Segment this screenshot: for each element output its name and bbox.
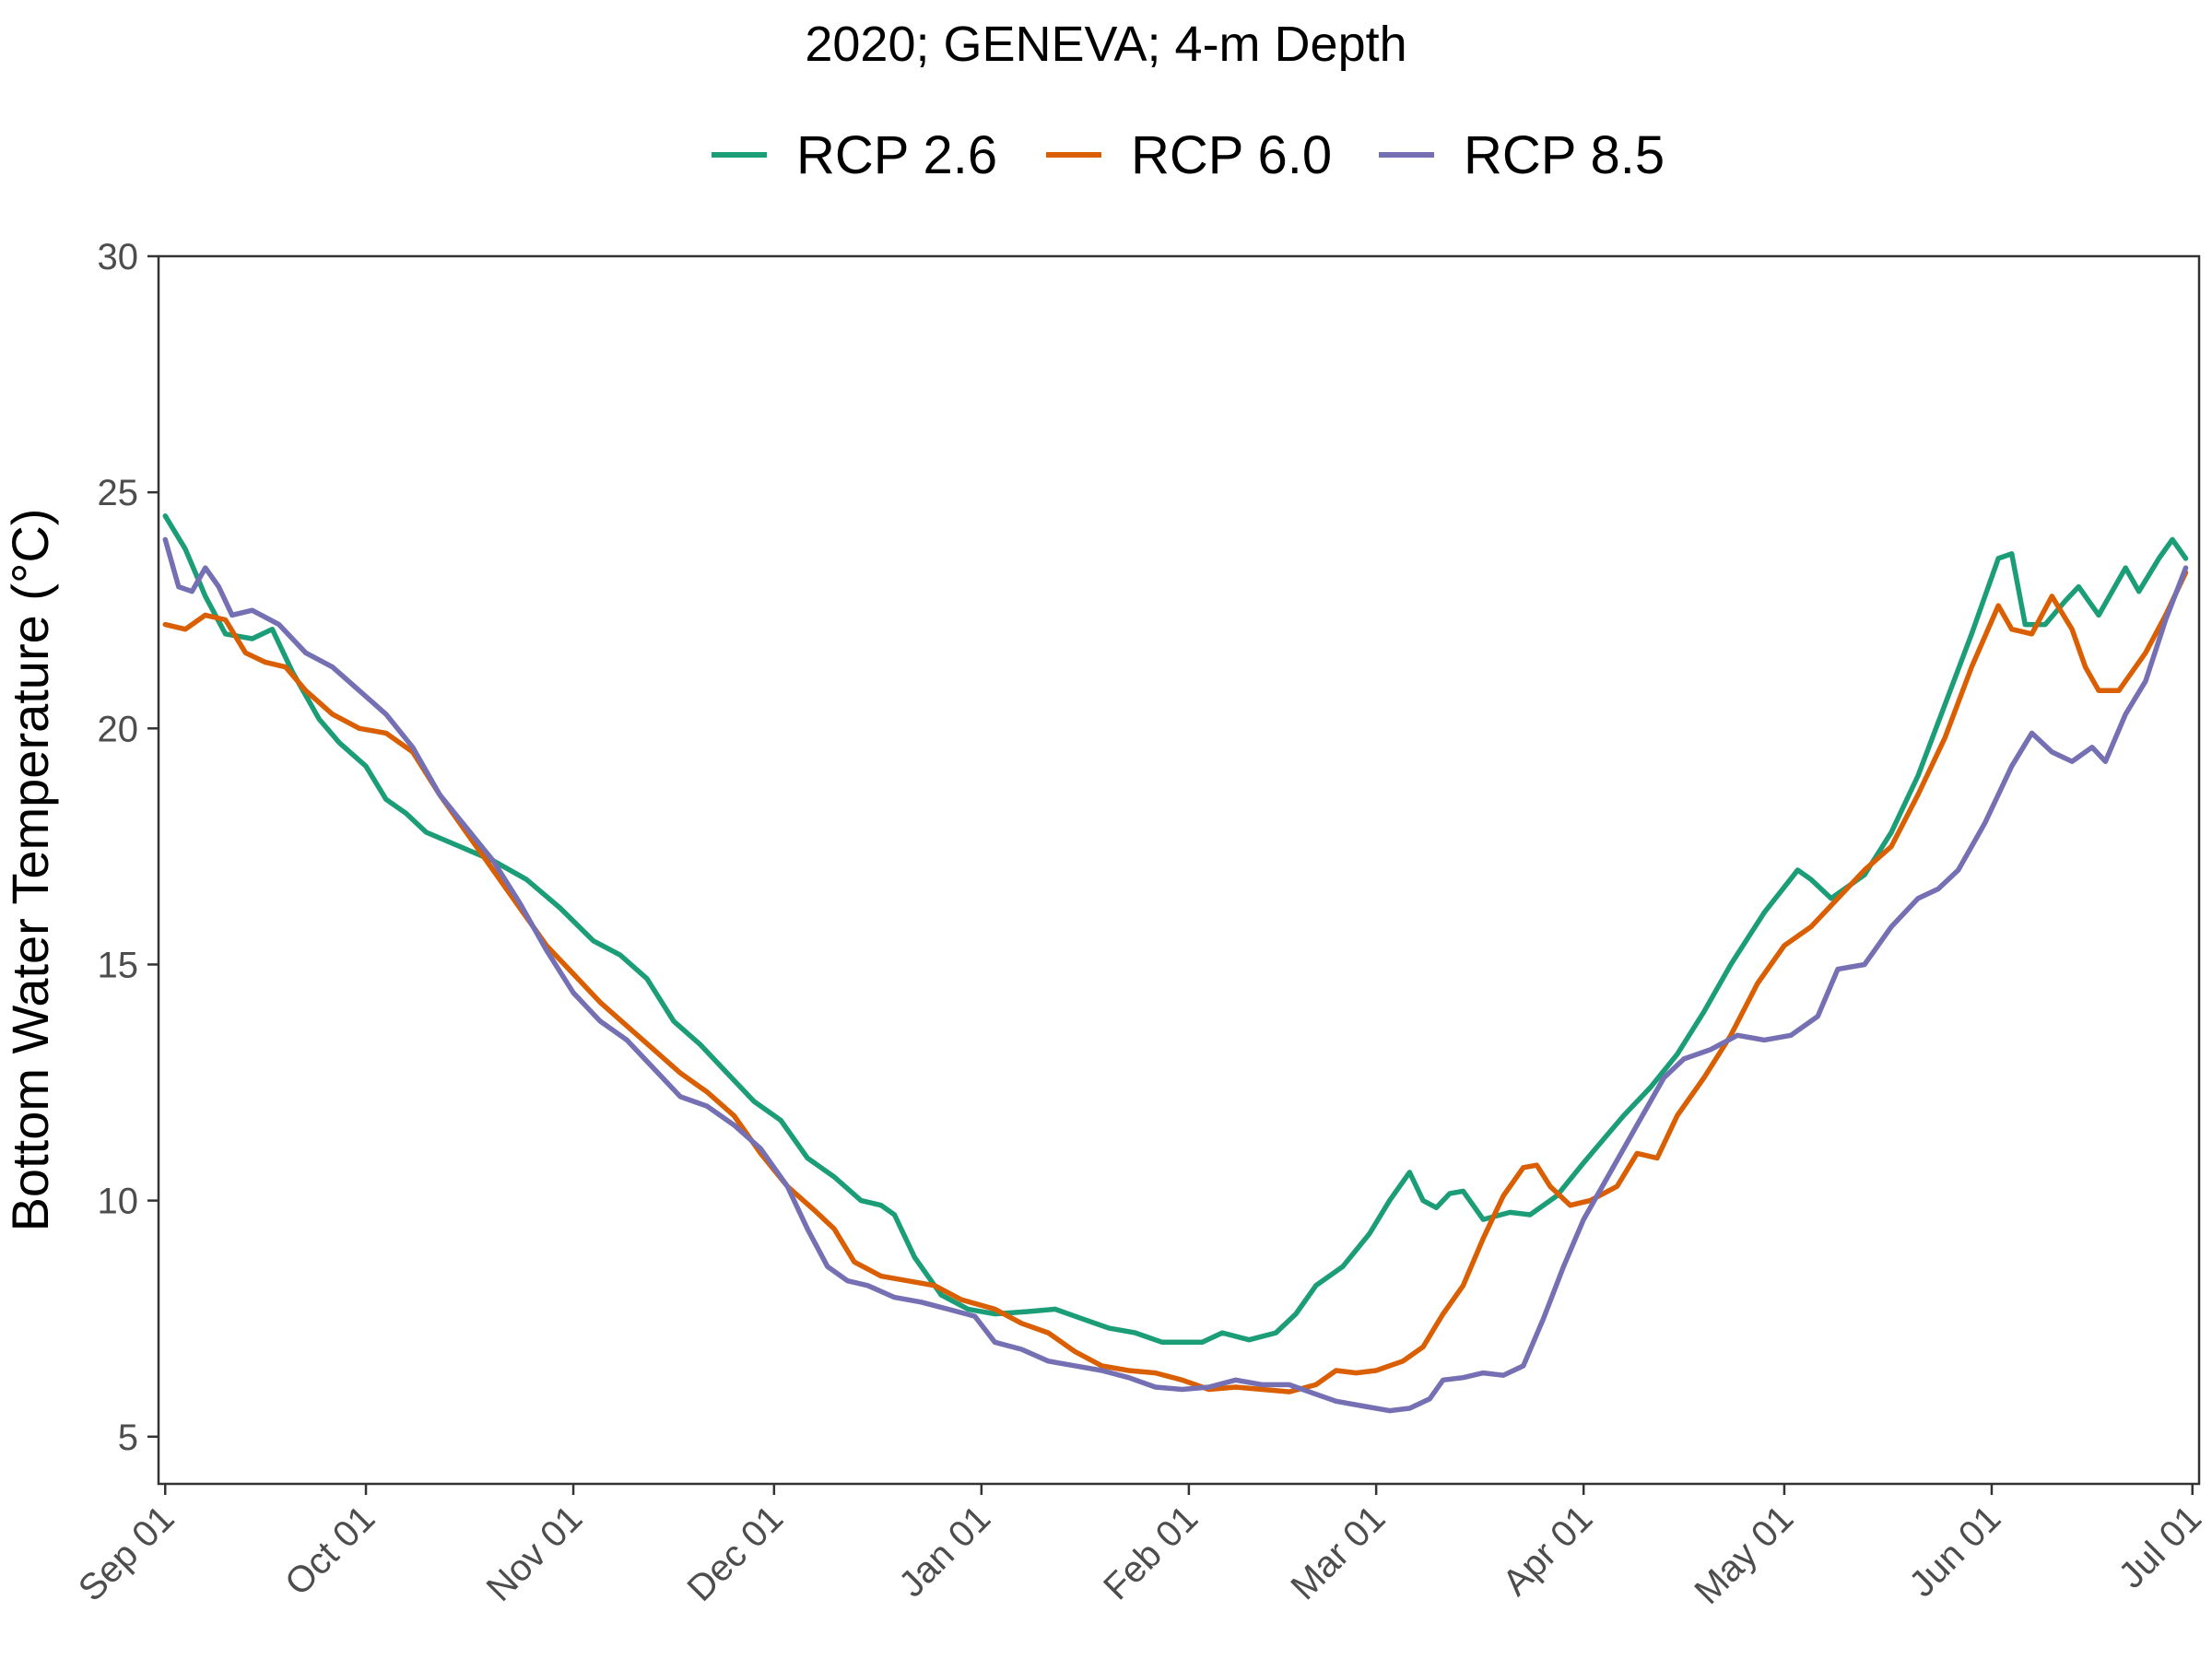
y-tick-label: 25 [98, 473, 139, 513]
legend-item: RCP 6.0 [1046, 125, 1332, 185]
x-tick-label: Feb 01 [1096, 1498, 1206, 1607]
series-line-1 [162, 513, 2189, 1346]
x-tick-label: Sep 01 [71, 1498, 182, 1609]
y-tick-label: 20 [98, 709, 139, 749]
x-tick-label: Nov 01 [479, 1498, 591, 1609]
legend-label: RCP 6.0 [1131, 125, 1332, 185]
legend: RCP 2.6 RCP 6.0 RCP 8.5 [712, 125, 1665, 185]
x-tick-label: Mar 01 [1283, 1498, 1393, 1607]
legend-label: RCP 2.6 [796, 125, 997, 185]
y-axis-title: Bottom Water Temperature (°C) [1, 509, 59, 1232]
plot-panel [157, 254, 2201, 1486]
legend-item: RCP 8.5 [1379, 125, 1665, 185]
series-line-2 [162, 570, 2189, 1394]
legend-label: RCP 8.5 [1464, 125, 1665, 185]
x-tick-label: Jan 01 [891, 1498, 998, 1605]
y-tick-label: 30 [98, 237, 139, 277]
series-layer [162, 513, 2189, 1414]
y-tick-label: 10 [98, 1182, 139, 1222]
chart-title: 2020; GENEVA; 4-m Depth [805, 17, 1406, 72]
x-axis: Sep 01 Oct 01 Nov 01 Dec 01 Jan 01 Feb 01 Mar … [71, 1484, 2209, 1612]
x-tick-label: May 01 [1687, 1498, 1801, 1612]
x-tick-label: Oct 01 [277, 1498, 382, 1603]
series-line-3 [162, 536, 2189, 1414]
y-axis: 5 10 15 20 25 30 [98, 237, 159, 1458]
y-tick-label: 15 [98, 945, 139, 985]
x-tick-label: Dec 01 [679, 1498, 791, 1609]
y-tick-label: 5 [118, 1418, 138, 1458]
legend-item: RCP 2.6 [712, 125, 997, 185]
x-tick-label: Jun 01 [1901, 1498, 2008, 1605]
x-tick-label: Jul 01 [2112, 1498, 2210, 1596]
x-tick-label: Apr 01 [1495, 1498, 1600, 1603]
